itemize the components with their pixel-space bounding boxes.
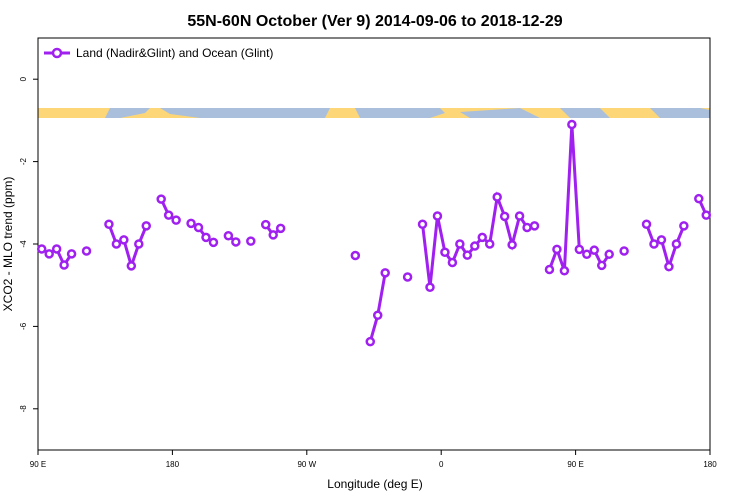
data-point bbox=[582, 249, 592, 260]
data-point bbox=[66, 249, 77, 259]
data-point bbox=[694, 193, 704, 204]
data-point bbox=[163, 210, 174, 220]
data-point bbox=[484, 239, 495, 249]
data-point bbox=[402, 272, 413, 282]
data-point bbox=[552, 244, 562, 255]
data-point bbox=[656, 235, 667, 245]
data-point bbox=[223, 231, 234, 241]
data-point bbox=[529, 221, 540, 231]
data-point bbox=[380, 268, 390, 278]
data-point bbox=[567, 119, 577, 130]
x-axis-label: Longitude (deg E) bbox=[327, 477, 422, 491]
data-point bbox=[171, 215, 181, 225]
data-point bbox=[231, 237, 241, 247]
data-point bbox=[589, 245, 600, 255]
data-point bbox=[455, 239, 465, 249]
data-point bbox=[201, 232, 211, 243]
data-point bbox=[111, 239, 122, 249]
data-point bbox=[641, 219, 652, 229]
data-point bbox=[499, 211, 510, 222]
data-point bbox=[470, 241, 480, 251]
data-point bbox=[350, 250, 361, 261]
legend-label: Land (Nadir&Glint) and Ocean (Glint) bbox=[76, 46, 273, 60]
data-point bbox=[671, 239, 682, 249]
y-axis-label: XCO2 - MLO trend (ppm) bbox=[1, 177, 15, 312]
data-point bbox=[134, 239, 144, 249]
y-tick-label: -8 bbox=[19, 405, 28, 413]
data-point bbox=[51, 244, 62, 254]
data-point bbox=[596, 260, 607, 271]
data-point bbox=[492, 192, 502, 202]
data-point bbox=[36, 244, 47, 254]
data-point bbox=[119, 235, 129, 245]
data-point bbox=[440, 247, 450, 257]
y-tick-label: -4 bbox=[19, 240, 28, 248]
data-point bbox=[619, 246, 629, 256]
data-point bbox=[260, 219, 271, 230]
data-point bbox=[649, 239, 659, 249]
land-ocean-strip bbox=[38, 108, 710, 118]
data-point bbox=[604, 249, 614, 260]
data-point bbox=[507, 240, 517, 250]
data-point bbox=[514, 211, 525, 221]
x-tick-label: 180 bbox=[166, 460, 180, 469]
data-point bbox=[477, 232, 488, 243]
data-point bbox=[679, 221, 689, 231]
series-line bbox=[421, 191, 535, 288]
data-point bbox=[544, 264, 555, 275]
data-point bbox=[275, 223, 286, 234]
data-point bbox=[141, 221, 152, 231]
chart-title: 55N-60N October (Ver 9) 2014-09-06 to 20… bbox=[187, 13, 562, 30]
data-point bbox=[193, 222, 204, 233]
data-point bbox=[186, 218, 196, 229]
data-point bbox=[417, 219, 428, 229]
data-point bbox=[425, 282, 435, 293]
data-point bbox=[44, 249, 54, 259]
x-tick-label: 90 E bbox=[567, 460, 583, 469]
y-tick-label: -2 bbox=[19, 157, 28, 165]
data-point bbox=[701, 210, 712, 220]
data-point bbox=[126, 261, 137, 271]
x-tick-label: 180 bbox=[703, 460, 717, 469]
x-tick-label: 90 E bbox=[30, 460, 46, 469]
data-point bbox=[447, 257, 458, 268]
data-point bbox=[104, 219, 114, 229]
data-point bbox=[559, 266, 570, 276]
series-line bbox=[368, 272, 387, 343]
data-point bbox=[246, 236, 256, 246]
x-tick-label: 90 W bbox=[297, 460, 316, 469]
legend-marker bbox=[51, 47, 63, 59]
data-point bbox=[208, 237, 219, 248]
x-tick-label: 0 bbox=[439, 460, 444, 469]
data-point bbox=[268, 230, 278, 240]
data-point bbox=[81, 246, 92, 256]
data-point bbox=[372, 310, 383, 321]
data-point bbox=[522, 222, 532, 233]
data-point bbox=[462, 250, 473, 260]
data-point bbox=[365, 336, 376, 347]
data-point bbox=[574, 244, 585, 255]
data-point bbox=[59, 260, 69, 270]
data-point bbox=[664, 261, 674, 272]
y-tick-label: 0 bbox=[19, 76, 28, 81]
data-point bbox=[156, 194, 166, 204]
data-point bbox=[432, 211, 443, 221]
y-tick-label: -6 bbox=[19, 322, 28, 330]
